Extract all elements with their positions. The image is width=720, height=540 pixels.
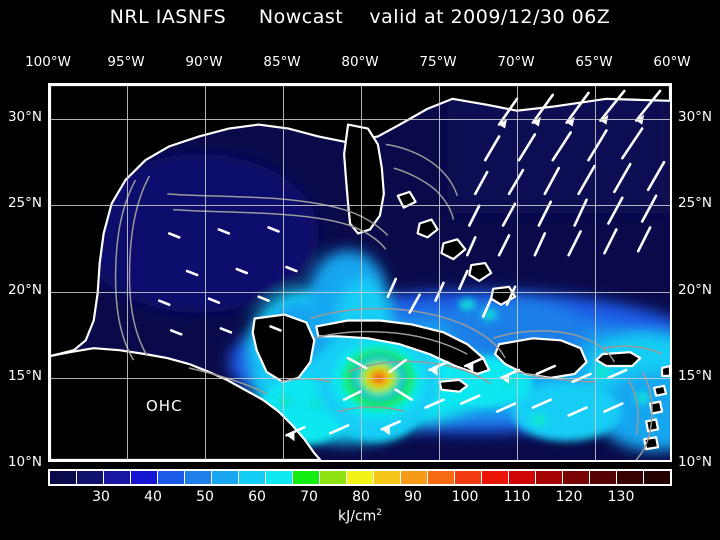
colorbar-swatch-6 [212, 471, 239, 484]
colorbar-swatch-4 [158, 471, 185, 484]
colorbar-tick-130: 130 [607, 489, 635, 505]
colorbar-unit-text: kJ/cm [337, 508, 377, 525]
colorbar-swatch-11 [347, 471, 374, 484]
colorbar[interactable] [48, 469, 672, 486]
lon-tick-65w: 65°W [575, 54, 613, 70]
colorbar-tick-100: 100 [451, 489, 479, 505]
ohc-raster [50, 85, 670, 460]
colorbar-swatch-12 [374, 471, 401, 484]
lon-tick-95w: 95°W [107, 54, 145, 70]
colorbar-tick-80: 80 [352, 489, 370, 505]
colorbar-swatch-3 [131, 471, 158, 484]
colorbar-tick-40: 40 [144, 489, 162, 505]
colorbar-swatch-13 [401, 471, 428, 484]
lat-tick-right-20n: 20°N [678, 282, 713, 298]
lat-tick-left-15n: 15°N [7, 368, 42, 384]
colorbar-swatch-17 [509, 471, 536, 484]
lat-tick-left-10n: 10°N [7, 454, 42, 470]
colorbar-swatch-0 [50, 471, 77, 484]
colorbar-swatch-7 [239, 471, 266, 484]
colorbar-tick-90: 90 [404, 489, 422, 505]
colorbar-unit-label: kJ/cm2 [0, 508, 720, 525]
lat-tick-left-30n: 30°N [7, 109, 42, 125]
colorbar-swatch-5 [185, 471, 212, 484]
colorbar-swatch-21 [617, 471, 644, 484]
lat-tick-right-25n: 25°N [678, 195, 713, 211]
colorbar-swatch-10 [320, 471, 347, 484]
colorbar-swatch-16 [482, 471, 509, 484]
colorbar-unit-exponent: 2 [376, 508, 383, 518]
colorbar-swatch-8 [266, 471, 293, 484]
colorbar-swatch-22 [644, 471, 670, 484]
colorbar-tick-60: 60 [248, 489, 266, 505]
colorbar-tick-30: 30 [92, 489, 110, 505]
colorbar-tick-50: 50 [196, 489, 214, 505]
lat-tick-left-25n: 25°N [7, 195, 42, 211]
colorbar-swatch-20 [590, 471, 617, 484]
colorbar-tick-110: 110 [503, 489, 531, 505]
colorbar-swatch-2 [104, 471, 131, 484]
lat-tick-right-10n: 10°N [678, 454, 713, 470]
figure-title: NRL IASNFS Nowcast valid at 2009/12/30 0… [109, 6, 611, 28]
colorbar-tick-120: 120 [555, 489, 583, 505]
lon-tick-80w: 80°W [341, 54, 379, 70]
lat-tick-left-20n: 20°N [7, 282, 42, 298]
colorbar-swatch-1 [77, 471, 104, 484]
ohc-field-label: OHC [146, 397, 183, 415]
lat-tick-right-30n: 30°N [678, 109, 713, 125]
map-panel[interactable]: OHC [48, 83, 672, 462]
colorbar-swatch-18 [536, 471, 563, 484]
lon-tick-60w: 60°W [653, 54, 691, 70]
lon-tick-90w: 90°W [185, 54, 223, 70]
lon-tick-70w: 70°W [497, 54, 535, 70]
lon-tick-75w: 75°W [419, 54, 457, 70]
colorbar-swatch-19 [563, 471, 590, 484]
colorbar-swatch-14 [428, 471, 455, 484]
lon-tick-85w: 85°W [263, 54, 301, 70]
map-canvas: OHC [50, 85, 670, 460]
lon-tick-100w: 100°W [25, 54, 71, 70]
colorbar-swatch-9 [293, 471, 320, 484]
lat-tick-right-15n: 15°N [678, 368, 713, 384]
colorbar-swatch-15 [455, 471, 482, 484]
colorbar-tick-70: 70 [300, 489, 318, 505]
